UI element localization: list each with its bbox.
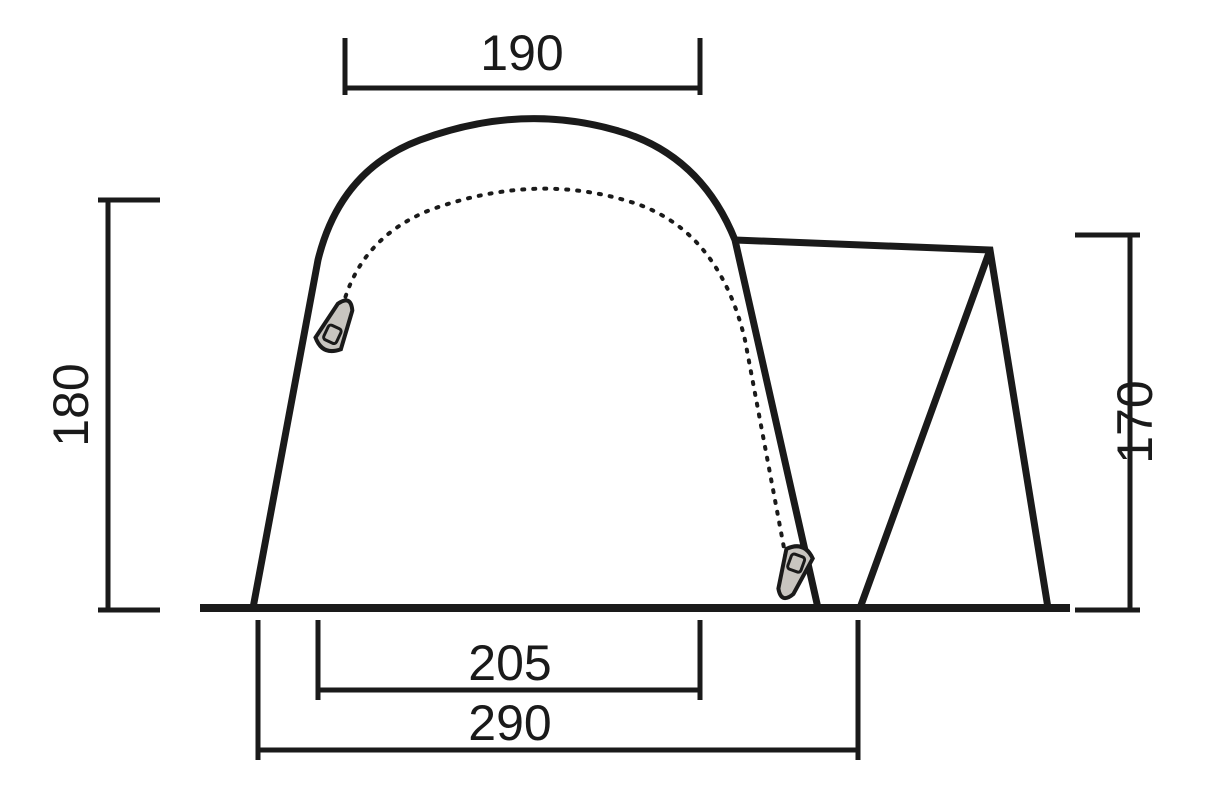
dim-bottom-outer-label: 290 [468, 695, 551, 751]
dim-top-label: 190 [480, 25, 563, 81]
tent-vestibule-outline [735, 240, 1048, 608]
dim-right: 170 [1075, 235, 1163, 610]
tent-dimension-diagram: 190 180 170 205 290 [0, 0, 1230, 795]
dim-left-label: 180 [43, 363, 99, 446]
zipper-door-seam [340, 189, 790, 580]
zipper-pull-top [313, 295, 361, 356]
dim-left: 180 [43, 200, 160, 610]
dim-bottom-inner: 205 [318, 620, 700, 700]
dim-top: 190 [345, 25, 700, 95]
tent-dome-outline [253, 119, 818, 608]
dim-right-label: 170 [1107, 380, 1163, 463]
dim-bottom-inner-label: 205 [468, 635, 551, 691]
